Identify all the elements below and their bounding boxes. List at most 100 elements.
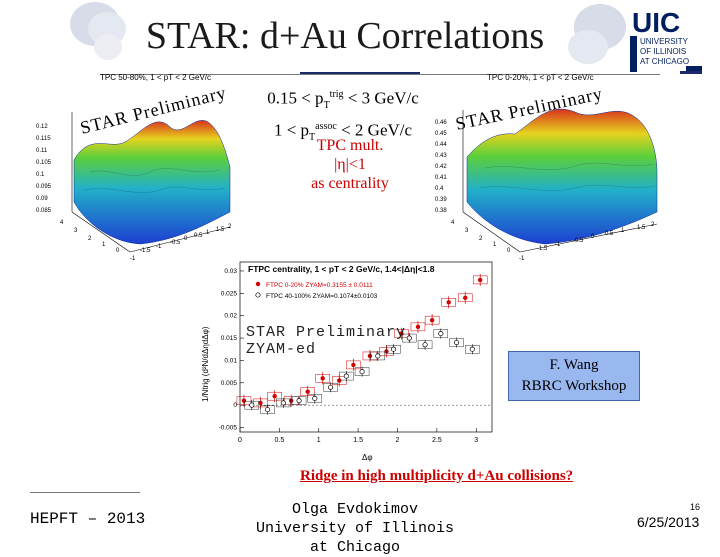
svg-text:-0.5: -0.5: [573, 238, 584, 244]
svg-text:0.4: 0.4: [435, 186, 444, 192]
black-data-point: [469, 346, 475, 352]
kinematic-cuts: 0.15 < pTtrig < 3 GeV/c 1 < pTassoc < 2 …: [267, 88, 419, 144]
svg-text:1: 1: [206, 230, 210, 236]
svg-text:0.46: 0.46: [435, 120, 447, 126]
x-tick-label: 0.5: [275, 437, 285, 444]
svg-text:0: 0: [507, 248, 511, 254]
plot-frame: [239, 261, 493, 433]
bottom-plot-xlabel: Δφ: [362, 453, 373, 462]
x-tick-label: 2: [396, 437, 400, 444]
black-data-point: [343, 373, 349, 379]
red-data-point: [367, 353, 373, 359]
right-surface-plot: TPC 0-20%, 1 < pT < 2 GeV/c STAR Prelimi…: [425, 72, 665, 262]
x-tick-label: 2.5: [432, 437, 442, 444]
svg-text:-1: -1: [555, 242, 561, 248]
svg-text:4: 4: [451, 220, 455, 226]
svg-text:-0.5: -0.5: [170, 240, 181, 246]
svg-text:2: 2: [651, 222, 655, 228]
black-data-point: [422, 342, 428, 348]
y-tick-label: -0.005: [219, 425, 238, 432]
bottom-plot-watermark: STAR Preliminary ZYAM-ed: [246, 324, 407, 358]
uic-logo: UIC UNIVERSITY OF ILLINOIS AT CHICAGO: [630, 6, 714, 74]
bottom-plot-legend-title: FTPC centrality, 1 < pT < 2 GeV/c, 1.4<|…: [248, 264, 435, 274]
bottom-plot-ylabel: 1/Ntrig (d²N/dΔηdΔφ): [201, 326, 210, 402]
decorative-circle: [94, 34, 122, 60]
x-tick-label: 0: [238, 437, 242, 444]
red-data-point: [351, 362, 356, 368]
black-data-point: [454, 339, 460, 346]
red-data-point: [446, 300, 451, 305]
svg-text:1: 1: [493, 242, 497, 248]
left-plot-header: TPC 50-80%, 1 < pT < 2 GeV/c: [100, 73, 211, 82]
y-tick-label: 0.03: [224, 268, 237, 275]
slide-number: 16: [690, 502, 701, 512]
svg-text:2: 2: [228, 224, 232, 230]
svg-text:1.5: 1.5: [637, 225, 646, 231]
black-data-point: [296, 398, 302, 404]
red-data-point: [399, 331, 404, 336]
red-data-point: [320, 376, 325, 381]
svg-text:0: 0: [591, 234, 595, 240]
decorative-circle: [568, 30, 608, 64]
black-data-point: [406, 335, 412, 341]
svg-text:1: 1: [621, 228, 625, 234]
svg-text:4: 4: [60, 220, 64, 226]
svg-text:3: 3: [465, 228, 469, 234]
red-data-point: [272, 394, 277, 399]
reference-box: F. Wang RBRC Workshop: [508, 351, 640, 401]
svg-text:0.105: 0.105: [36, 160, 52, 166]
y-tick-label: 0.005: [221, 380, 238, 387]
footer-author: Olga Evdokimov University of Illinois at…: [255, 501, 455, 556]
title-rule: [100, 74, 660, 75]
slide-title: STAR: d+Au Correlations: [145, 15, 545, 57]
red-data-point: [241, 398, 247, 403]
black-data-point: [438, 331, 444, 337]
footer-date: 6/25/2013: [637, 514, 700, 530]
svg-text:-1: -1: [130, 256, 136, 262]
title-rule-accent: [300, 72, 420, 74]
svg-text:-1.5: -1.5: [140, 248, 151, 254]
black-data-point: [249, 402, 255, 408]
svg-text:0.38: 0.38: [435, 208, 447, 214]
svg-text:2: 2: [479, 236, 483, 242]
black-data-point: [359, 369, 365, 375]
y-tick-label: 0.02: [224, 313, 237, 320]
left-surface-plot: TPC 50-80%, 1 < pT < 2 GeV/c STAR Prelim…: [30, 72, 240, 262]
tpc-mult-note: TPC mult. |η|<1 as centrality: [311, 137, 389, 192]
svg-text:0.41: 0.41: [435, 175, 447, 181]
ridge-question: Ridge in high multiplicity d+Au collisio…: [300, 468, 574, 484]
svg-text:0.5: 0.5: [194, 233, 203, 239]
legend-marker-red: [255, 281, 261, 287]
black-data-point: [280, 400, 286, 406]
black-data-point: [312, 395, 318, 401]
svg-text:0.43: 0.43: [435, 153, 447, 159]
footer-rule: [30, 492, 140, 493]
logo-uic-text: UIC: [632, 7, 680, 38]
red-data-point: [415, 324, 421, 330]
y-tick-label: 0.01: [224, 357, 237, 364]
x-tick-label: 1: [317, 437, 321, 444]
svg-text:1.5: 1.5: [216, 227, 225, 233]
svg-text:0.085: 0.085: [36, 208, 52, 214]
svg-text:0.39: 0.39: [435, 197, 447, 203]
red-data-point: [477, 277, 483, 283]
svg-text:1: 1: [102, 242, 106, 248]
red-data-point: [258, 400, 263, 406]
right-plot-header: TPC 0-20%, 1 < pT < 2 GeV/c: [487, 73, 594, 82]
svg-text:AT CHICAGO: AT CHICAGO: [640, 57, 689, 66]
red-data-point: [429, 317, 435, 323]
svg-text:-1: -1: [156, 244, 162, 250]
svg-text:0: 0: [184, 236, 188, 242]
svg-text:0: 0: [116, 248, 120, 254]
red-data-point: [305, 389, 310, 394]
svg-text:0.095: 0.095: [36, 184, 52, 190]
svg-text:-1: -1: [519, 256, 525, 262]
footer-conference: HEPFT – 2013: [30, 510, 146, 528]
black-data-point: [265, 407, 271, 413]
legend-black-text: FTPC 40-100% ZYAM=0.1074±0.0103: [266, 293, 378, 300]
svg-text:UNIVERSITY: UNIVERSITY: [640, 37, 689, 46]
svg-text:0.12: 0.12: [36, 124, 48, 130]
svg-text:0.115: 0.115: [36, 136, 51, 142]
x-tick-label: 1.5: [353, 437, 363, 444]
red-data-point: [288, 398, 294, 403]
